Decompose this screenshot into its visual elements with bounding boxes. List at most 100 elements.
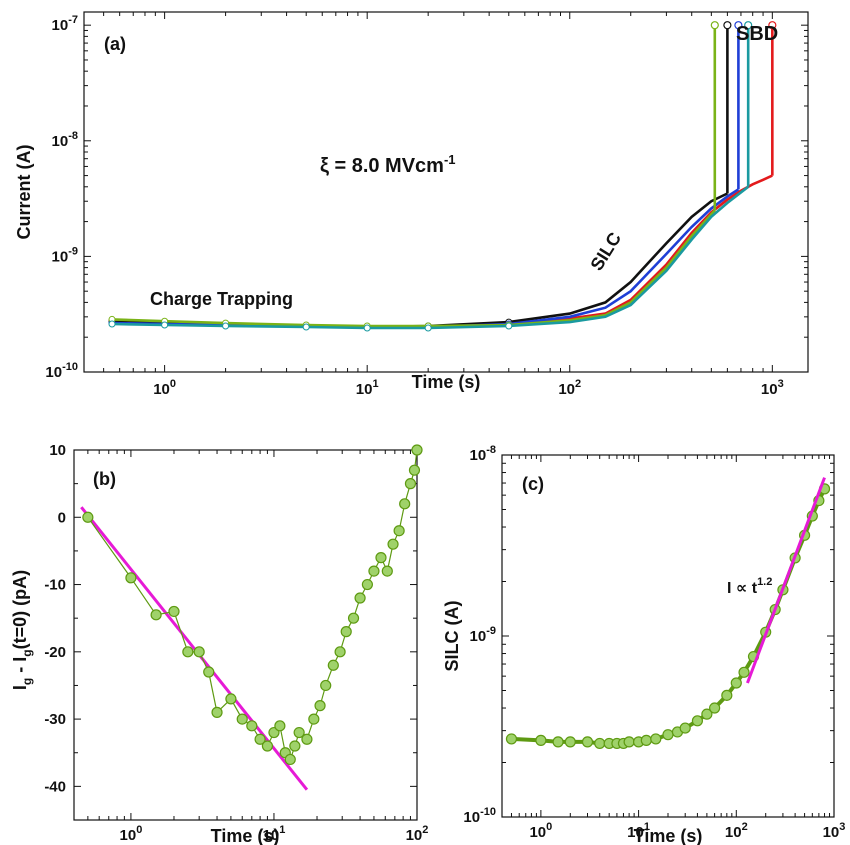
breakdown-point-3 — [710, 21, 719, 30]
panel-b-point — [225, 693, 237, 705]
y-tick-label: 10-8 — [470, 444, 496, 464]
x-tick-label: 101 — [356, 378, 379, 398]
panel-b-fit — [80, 506, 309, 791]
panel-c-point — [738, 666, 750, 678]
panel-b-point — [320, 679, 332, 692]
panel-b-y-axis-label: Ig - Ig(t=0) (pA) — [10, 570, 34, 690]
panel-b-point — [284, 753, 296, 766]
panel-c-points — [505, 483, 831, 750]
panel-b-point — [340, 626, 352, 638]
series-point — [424, 324, 432, 332]
series-point — [222, 322, 230, 330]
panel-b-point — [293, 726, 305, 739]
y-tick-label: 10-9 — [52, 245, 78, 265]
panel-b-x-axis-label: Time (s) — [211, 826, 280, 845]
series-4 — [108, 21, 753, 332]
panel-b-point — [327, 659, 339, 671]
panel-b-point — [375, 552, 387, 564]
panel-c-label: (c) — [522, 474, 544, 494]
panel-b-point — [125, 572, 137, 584]
panel-b-point — [203, 666, 215, 678]
breakdown-point-0 — [768, 21, 777, 30]
panel-c-point — [662, 729, 674, 741]
y-tick-label: 0 — [58, 509, 66, 526]
panel-a-x-ticks: 100 101 102 103 — [83, 12, 784, 398]
panel-c-fit-line — [746, 477, 826, 684]
series-point — [108, 320, 116, 328]
panel-c-point — [564, 736, 576, 748]
charge-trapping-annotation: Charge Trapping — [150, 289, 293, 309]
panel-c-frame — [501, 454, 835, 818]
series-point — [161, 321, 169, 329]
panel-b-point — [261, 740, 274, 752]
x-tick-label: 101 — [263, 824, 286, 844]
breakdown-point-4 — [744, 21, 753, 30]
x-tick-label: 103 — [761, 378, 784, 398]
x-tick-label: 102 — [406, 824, 429, 844]
panel-b-y-label-tail: (t=0) (pA) — [10, 570, 30, 650]
panel-b-point — [289, 740, 301, 752]
panel-a-series — [108, 21, 777, 332]
panel-b: 100 101 102 100-10-20-30-40 (b) Time (s) I… — [10, 442, 428, 845]
y-tick-label: -20 — [44, 644, 66, 661]
y-tick-label: 10-8 — [52, 130, 78, 150]
x-tick-label: 102 — [558, 378, 581, 398]
field-annotation: ξ = 8.0 MVcm-1 — [320, 152, 456, 177]
panel-b-point — [150, 609, 162, 621]
panel-b-point — [246, 720, 258, 732]
panel-c-x-axis-label: Time (s) — [634, 826, 703, 845]
panel-c-point — [581, 736, 594, 748]
panel-c-y-axis-label: SILC (A) — [442, 601, 462, 672]
panel-c-point — [701, 708, 713, 720]
panel-b-point — [347, 612, 360, 624]
y-tick-label: 10-10 — [45, 361, 78, 381]
y-tick-label: 10-9 — [470, 625, 496, 645]
panel-a-label: (a) — [104, 34, 126, 54]
panel-b-point — [399, 498, 411, 510]
panel-c-point — [691, 715, 704, 727]
panel-b-point — [361, 578, 373, 591]
panel-c-point — [679, 722, 691, 734]
panel-c-point — [535, 734, 547, 746]
panel-b-data-line — [87, 449, 418, 761]
panel-b-point — [236, 713, 248, 725]
panel-c-point — [505, 733, 518, 745]
y-tick-label: -30 — [44, 711, 66, 728]
panel-c-data-line — [511, 488, 827, 746]
panel-b-point — [404, 478, 417, 490]
panel-b-y-label-sub2: g — [20, 649, 34, 656]
panel-b-y-label-sub1: g — [20, 678, 34, 685]
y-tick-label: -10 — [44, 577, 66, 594]
silc-annotation: SILC — [586, 229, 625, 274]
power-law-exponent: 1.2 — [757, 576, 772, 588]
panel-c-fit — [746, 477, 826, 684]
panel-c-point — [623, 736, 635, 748]
x-tick-label: 101 — [627, 821, 650, 841]
x-tick-label: 100 — [529, 821, 552, 841]
panel-b-point — [368, 565, 380, 577]
breakdown-point-2 — [734, 21, 743, 30]
panel-b-point — [182, 646, 194, 658]
panel-b-point — [334, 646, 346, 658]
y-tick-label: 10 — [49, 442, 66, 459]
y-tick-label: -40 — [44, 778, 66, 795]
y-tick-label: 10-10 — [463, 806, 496, 826]
panel-c-point — [709, 702, 721, 714]
series-line-4 — [111, 185, 749, 330]
panel-b-y-label-mid: - I — [10, 657, 30, 678]
panel-c-point — [730, 677, 742, 689]
sbd-annotation: SBD — [736, 23, 778, 45]
panel-b-point — [408, 464, 421, 476]
panel-a: 100 101 102 103 10-10 10-9 10-8 10-7 (a) SBD ξ… — [14, 11, 809, 398]
panel-b-points — [82, 444, 423, 766]
panel-b-point — [168, 605, 180, 618]
field-annotation-sup: -1 — [444, 152, 456, 167]
x-tick-label: 102 — [725, 821, 748, 841]
series-point — [302, 323, 310, 331]
panel-c-point — [552, 736, 564, 748]
panel-b-point — [387, 538, 399, 550]
panel-c-x-ticks: 100 101 102 103 — [501, 455, 845, 841]
panel-b-point — [274, 720, 286, 732]
panel-b-point — [301, 733, 313, 745]
panel-b-x-ticks: 100 101 102 — [73, 450, 429, 844]
